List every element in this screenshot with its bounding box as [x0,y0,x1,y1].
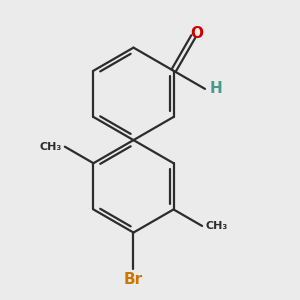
Text: CH₃: CH₃ [206,221,228,231]
Text: CH₃: CH₃ [39,142,62,152]
Text: H: H [210,81,223,96]
Text: O: O [190,26,203,40]
Text: Br: Br [124,272,143,287]
